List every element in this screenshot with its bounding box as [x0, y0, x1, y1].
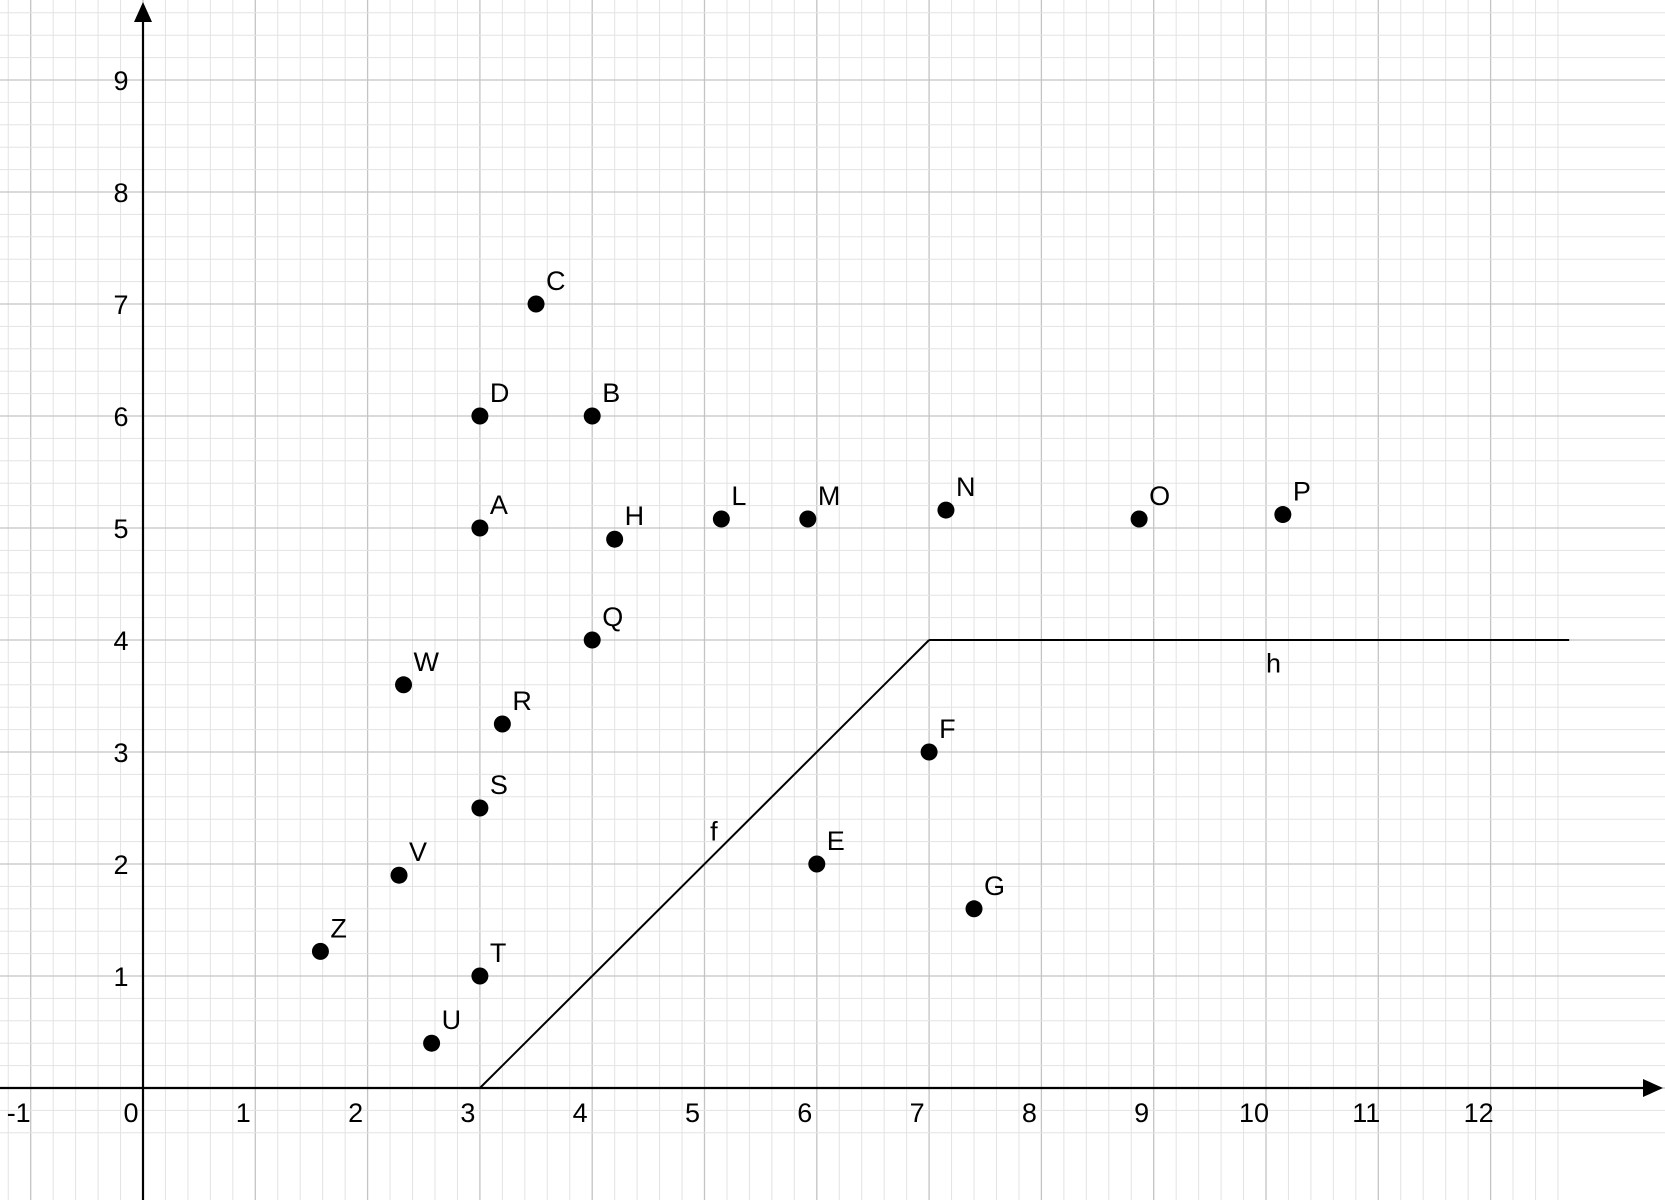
- x-tick-label: 7: [910, 1098, 925, 1128]
- y-tick-label: 5: [113, 514, 128, 544]
- point-label-R: R: [512, 686, 532, 716]
- point-L: [712, 510, 730, 528]
- x-tick-label: 2: [348, 1098, 363, 1128]
- point-D: [471, 407, 489, 425]
- x-tick-label: 8: [1022, 1098, 1037, 1128]
- y-tick-label: 3: [113, 738, 128, 768]
- x-tick-label: -1: [7, 1098, 31, 1128]
- graph-label-f: f: [710, 816, 718, 846]
- point-S: [471, 799, 489, 817]
- y-tick-label: 6: [113, 402, 128, 432]
- point-Z: [311, 942, 329, 960]
- point-G: [965, 900, 983, 918]
- point-label-U: U: [442, 1005, 462, 1035]
- x-tick-label: 12: [1464, 1098, 1494, 1128]
- point-F: [920, 743, 938, 761]
- point-W: [395, 676, 413, 694]
- point-label-A: A: [490, 490, 508, 520]
- point-label-Q: Q: [602, 602, 623, 632]
- graph-line-f: [479, 639, 930, 1089]
- point-V: [390, 866, 408, 884]
- x-tick-label: 4: [573, 1098, 588, 1128]
- point-label-L: L: [731, 481, 746, 511]
- point-label-T: T: [490, 938, 507, 968]
- point-U: [423, 1034, 441, 1052]
- point-label-P: P: [1293, 477, 1311, 507]
- y-tick-label: 9: [113, 66, 128, 96]
- point-label-B: B: [602, 378, 620, 408]
- y-tick-label: 2: [113, 850, 128, 880]
- y-tick-label: 8: [113, 178, 128, 208]
- x-tick-label: 3: [460, 1098, 475, 1128]
- x-tick-label: 1: [236, 1098, 251, 1128]
- x-tick-label: 0: [123, 1098, 138, 1128]
- point-H: [606, 530, 624, 548]
- point-label-C: C: [546, 266, 566, 296]
- y-tick-label: 1: [113, 962, 128, 992]
- point-label-V: V: [409, 837, 427, 867]
- point-A: [471, 519, 489, 537]
- point-P: [1274, 506, 1292, 524]
- point-label-W: W: [414, 647, 440, 677]
- point-C: [527, 295, 545, 313]
- x-tick-label: 6: [797, 1098, 812, 1128]
- point-label-O: O: [1149, 481, 1170, 511]
- point-E: [808, 855, 826, 873]
- y-tick-label: 4: [113, 626, 128, 656]
- point-Q: [583, 631, 601, 649]
- point-label-F: F: [939, 714, 956, 744]
- point-label-G: G: [984, 871, 1005, 901]
- x-tick-label: 11: [1352, 1098, 1380, 1128]
- point-label-H: H: [625, 501, 645, 531]
- point-R: [493, 715, 511, 733]
- point-label-S: S: [490, 770, 508, 800]
- point-label-Z: Z: [330, 913, 347, 943]
- point-label-E: E: [827, 826, 845, 856]
- point-O: [1130, 510, 1148, 528]
- x-axis-arrow-icon: [1643, 1079, 1663, 1097]
- point-label-N: N: [956, 472, 976, 502]
- y-tick-label: 7: [113, 290, 128, 320]
- point-label-M: M: [818, 481, 841, 511]
- point-N: [937, 501, 955, 519]
- point-label-D: D: [490, 378, 510, 408]
- x-tick-label: 10: [1239, 1098, 1269, 1128]
- point-T: [471, 967, 489, 985]
- x-tick-label: 9: [1134, 1098, 1149, 1128]
- function-graphs: fh: [479, 639, 1570, 1089]
- point-B: [583, 407, 601, 425]
- x-tick-label: 5: [685, 1098, 700, 1128]
- y-axis-arrow-icon: [134, 2, 152, 22]
- graph-label-h: h: [1266, 648, 1281, 678]
- points: A B C D E F G H L M N O P Q R S T U V W Z: [311, 266, 1311, 1052]
- point-M: [799, 510, 817, 528]
